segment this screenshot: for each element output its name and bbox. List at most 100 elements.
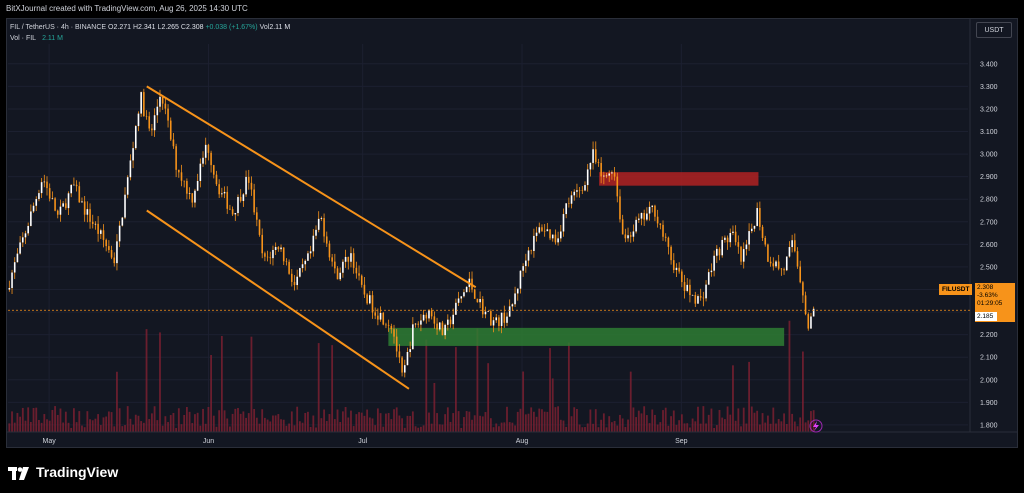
volume-bar — [245, 417, 247, 432]
price-tick-label: 1.900 — [980, 400, 998, 407]
top-bar: BitXJournal created with TradingView.com… — [0, 0, 1024, 18]
candle-body — [705, 284, 707, 299]
volume-bar — [535, 416, 538, 432]
volume-bar — [126, 406, 129, 432]
currency-button[interactable]: USDT — [976, 22, 1012, 38]
volume-bar — [105, 416, 108, 432]
candle-body — [541, 227, 543, 231]
lightning-icon[interactable] — [809, 419, 823, 433]
volume-row-label[interactable]: Vol · FIL — [10, 35, 37, 42]
volume-bar — [395, 407, 398, 432]
volume-bar — [546, 411, 549, 432]
candle-body — [110, 250, 113, 258]
candle-body — [750, 228, 753, 232]
candle-body — [414, 323, 417, 325]
volume-bar — [137, 415, 140, 432]
candle-body — [40, 182, 43, 194]
volume-bar — [64, 411, 67, 432]
descending-channel — [146, 85, 477, 390]
volume-bar — [180, 424, 183, 432]
candle-body — [70, 184, 73, 194]
candle-body — [514, 293, 516, 305]
candle-body — [38, 193, 40, 200]
candle-body — [713, 255, 715, 271]
candle-body — [339, 272, 342, 280]
volume-bar — [8, 423, 11, 432]
resistance-zone — [599, 172, 759, 186]
candle-body — [594, 149, 597, 163]
candle-body — [487, 311, 489, 312]
high-value: 2.341 — [138, 24, 156, 31]
volume-bar — [562, 420, 565, 432]
volume-bar — [793, 421, 796, 432]
candle-body — [748, 231, 750, 245]
low-price-label: 2.185 — [975, 312, 997, 321]
volume-bar — [382, 426, 385, 432]
candle-body — [436, 323, 438, 330]
candle-body — [116, 241, 118, 264]
candle-body — [11, 272, 13, 288]
volume-bar — [791, 413, 794, 432]
candle-body — [210, 152, 212, 166]
candle-body — [759, 208, 761, 227]
volume-bar — [500, 422, 503, 432]
volume-bar — [296, 406, 299, 432]
chart-panel[interactable] — [6, 18, 1018, 448]
candle-body — [662, 224, 664, 237]
symbol-name[interactable]: FIL / TetherUS · 4h · BINANCE — [10, 24, 107, 31]
volume-bar — [403, 427, 406, 432]
volume-bar — [511, 422, 514, 432]
volume-bar — [648, 423, 651, 432]
candle-body — [794, 240, 796, 252]
volume-bar — [239, 413, 242, 432]
volume-bar — [750, 406, 753, 432]
candle-body — [309, 251, 312, 254]
volume-bar — [331, 345, 334, 432]
candle-body — [331, 257, 333, 262]
volume-bar — [729, 414, 732, 432]
candle-body — [218, 184, 220, 195]
candle-body — [223, 191, 226, 194]
candle-body — [247, 176, 250, 183]
volume-bar — [185, 406, 188, 432]
volume-bar — [406, 415, 409, 432]
candle-body — [670, 246, 672, 261]
volume-bars — [8, 320, 815, 432]
volume-bar — [810, 411, 812, 432]
candle-body — [672, 260, 675, 271]
volume-bar — [188, 411, 191, 432]
candle-body — [202, 157, 204, 164]
candle-body — [484, 311, 487, 315]
volume-bar — [748, 361, 750, 432]
volume-bar — [352, 426, 355, 432]
volume-bar — [516, 411, 519, 432]
volume-bar — [524, 414, 527, 432]
candle-body — [783, 269, 785, 271]
candle-body — [113, 257, 116, 264]
time-tick-label: May — [43, 438, 57, 445]
volume-bar — [436, 413, 438, 432]
candle-body — [347, 256, 350, 262]
volume-bar — [489, 418, 492, 432]
volume-bar — [78, 411, 81, 432]
candle-body — [51, 198, 54, 199]
tradingview-logo[interactable]: TradingView — [8, 464, 118, 480]
candle-body — [802, 282, 804, 296]
volume-bar — [27, 407, 30, 432]
volume-bar — [611, 422, 613, 432]
volume-bar — [503, 422, 506, 432]
candle-body — [32, 205, 35, 212]
volume-bar — [498, 426, 500, 432]
volume-bar — [250, 336, 253, 432]
candle-body — [444, 324, 446, 336]
candle-body — [646, 213, 648, 220]
volume-bar — [360, 412, 363, 432]
candle-body — [734, 231, 737, 243]
candle-body — [280, 247, 282, 250]
price-tick-label: 2.600 — [980, 242, 998, 249]
candle-body — [608, 173, 611, 176]
candle-body — [422, 314, 425, 321]
candle-body — [621, 219, 624, 235]
candle-body — [498, 317, 500, 326]
